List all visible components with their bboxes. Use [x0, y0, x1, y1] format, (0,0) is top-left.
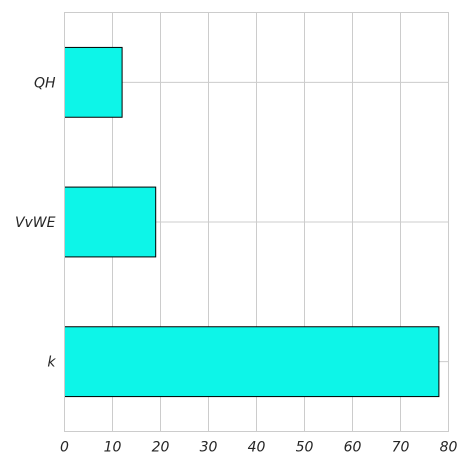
- bar-vvwe: [64, 186, 157, 258]
- x-tick-label: 30: [200, 440, 218, 456]
- bar-k: [64, 326, 440, 398]
- bars: [64, 46, 440, 398]
- x-tick-label: 10: [104, 440, 122, 456]
- x-tick-label: 20: [152, 440, 170, 456]
- x-tick-label: 80: [440, 440, 458, 456]
- x-tick-label: 0: [60, 440, 69, 456]
- x-tick-label: 50: [296, 440, 314, 456]
- x-axis-ticks: 0 10 20 30 40 50 60 70 80: [60, 440, 457, 456]
- x-tick-label: 70: [392, 440, 410, 456]
- y-category-label: k: [47, 355, 56, 371]
- y-category-label: QH: [34, 75, 56, 91]
- y-axis-categories: QH VvWE k: [15, 75, 56, 370]
- x-tick-label: 60: [344, 440, 362, 456]
- x-tick-label: 40: [248, 440, 266, 456]
- plot-frame: [64, 12, 449, 432]
- y-category-label: VvWE: [15, 215, 56, 231]
- bar-qh: [64, 46, 123, 118]
